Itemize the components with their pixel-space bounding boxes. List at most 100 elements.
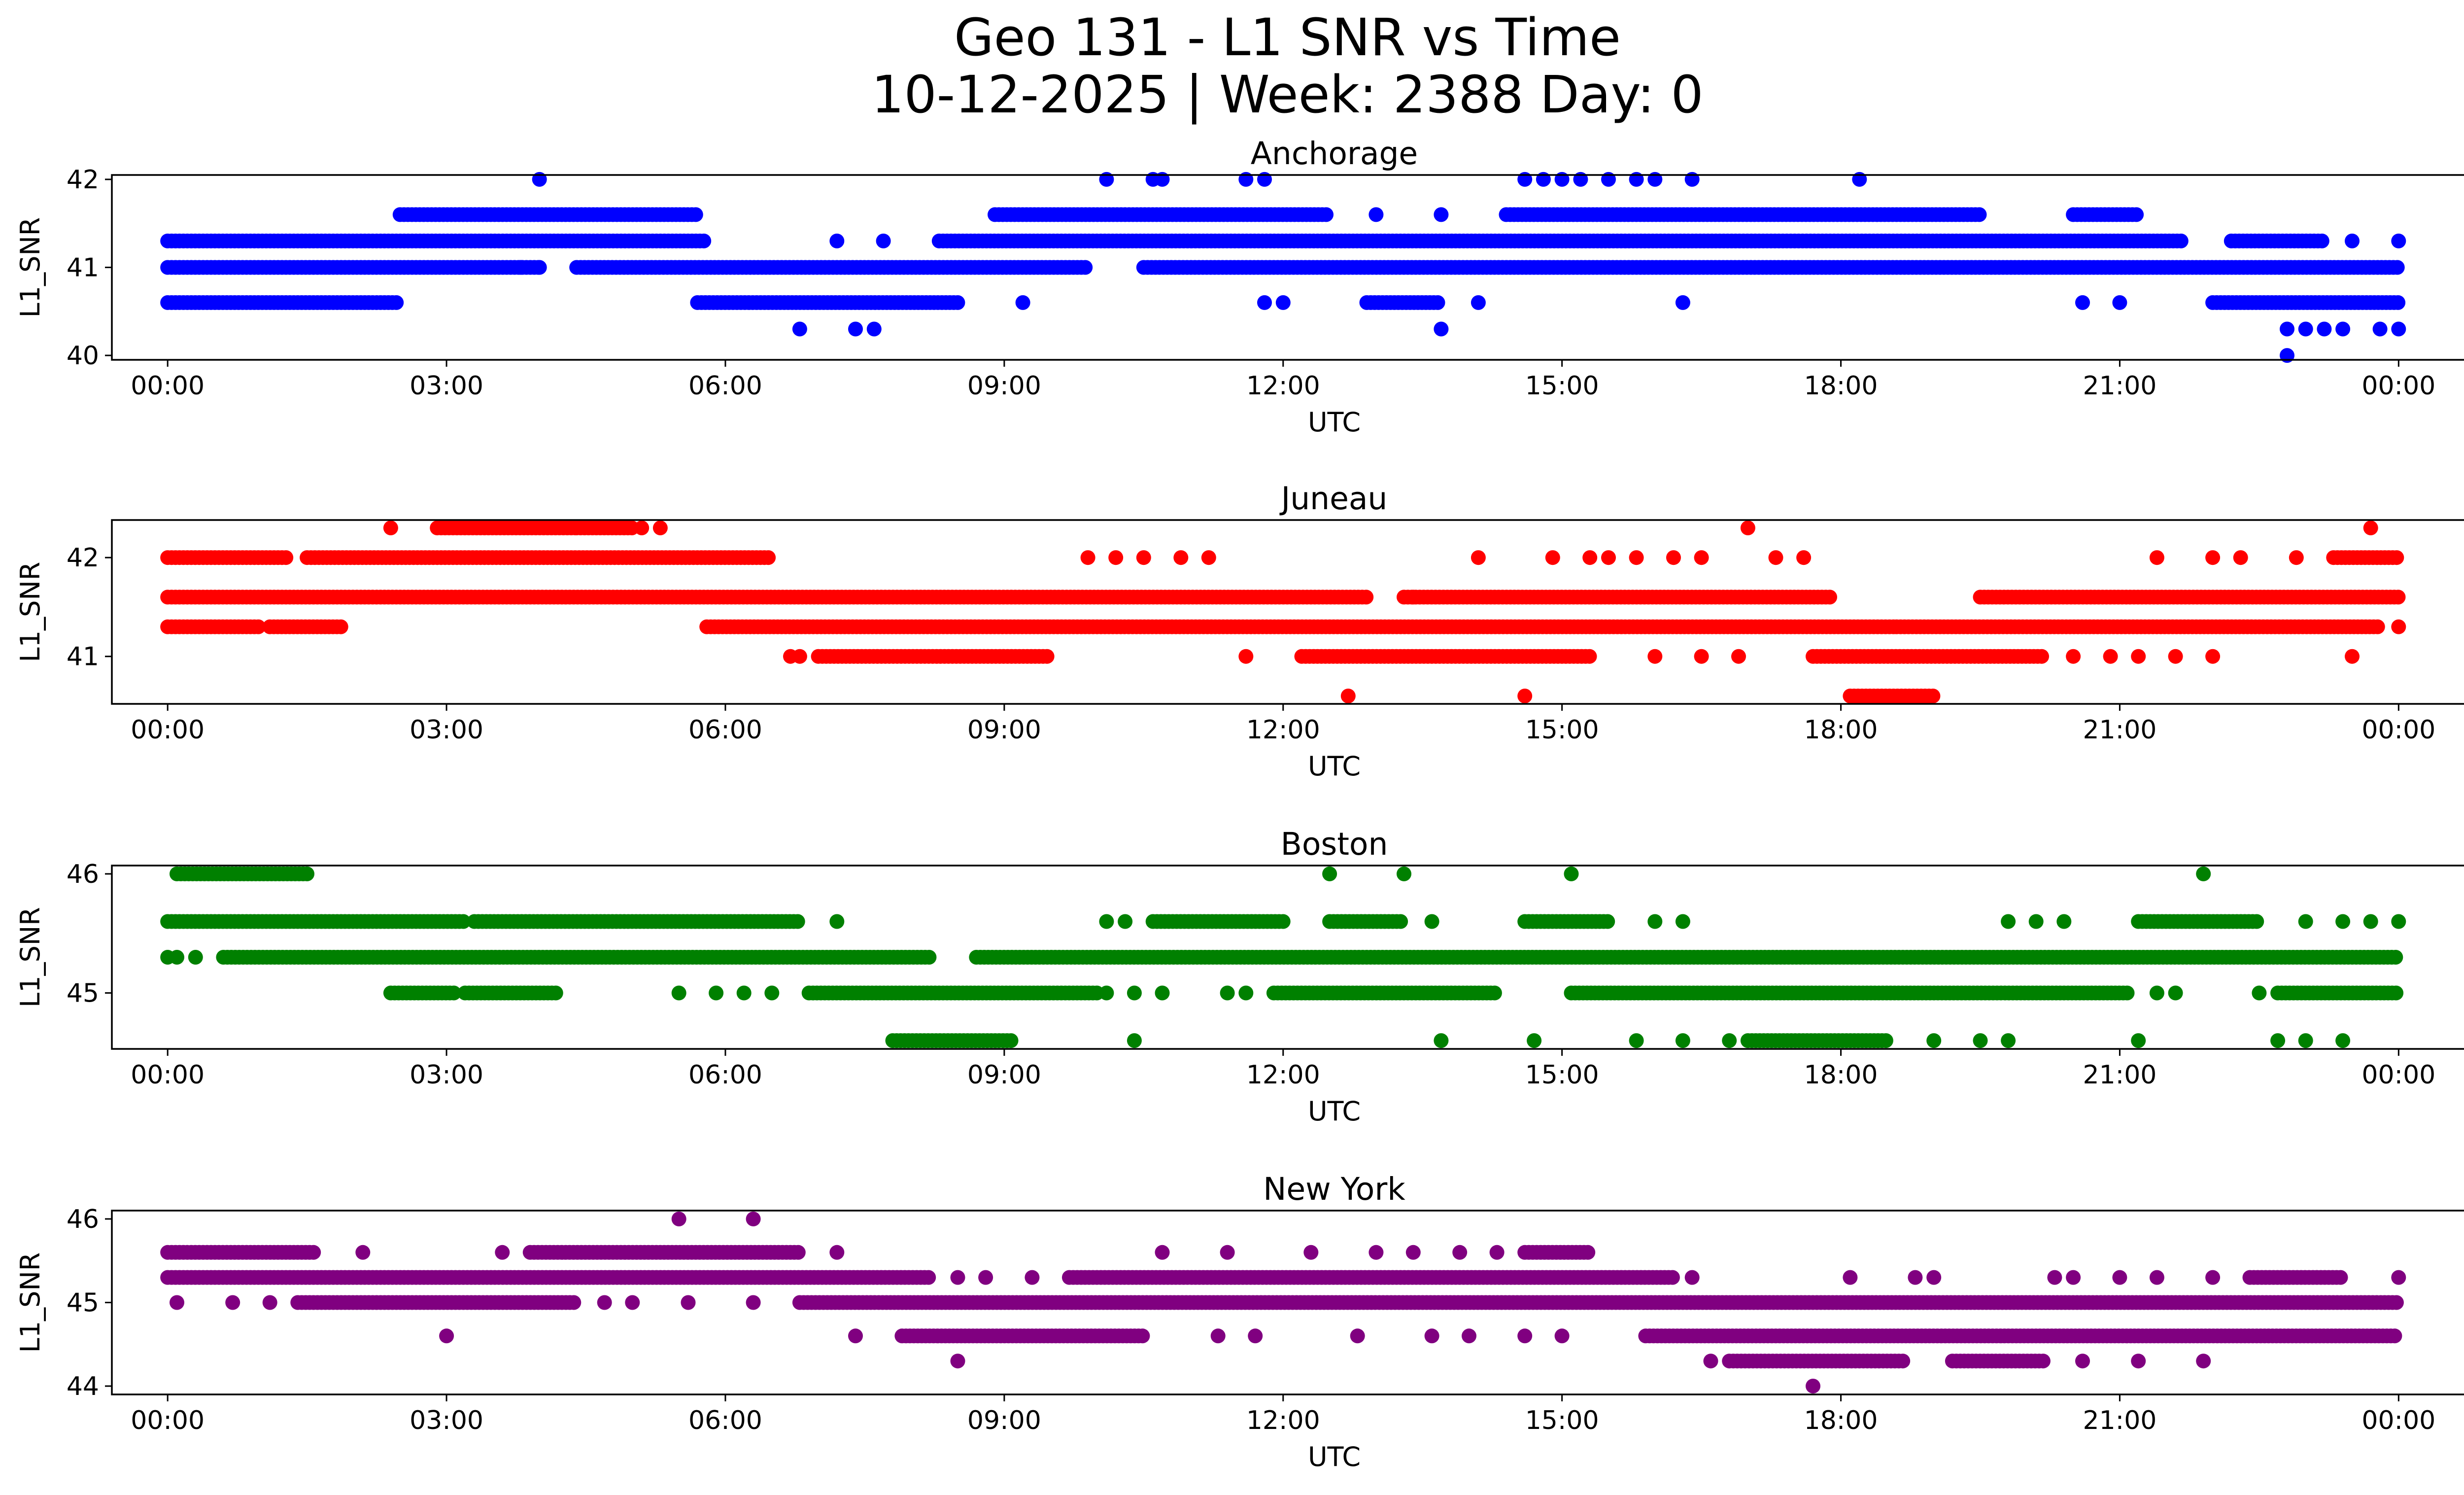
- data-point: [1173, 550, 1189, 565]
- data-point: [829, 914, 845, 929]
- data-point: [1517, 689, 1533, 703]
- data-point: [709, 985, 724, 1001]
- data-point: [1564, 866, 1579, 881]
- data-point: [1600, 914, 1615, 929]
- data-point: [1039, 649, 1055, 664]
- data-band-new-york-2: [290, 1295, 2404, 1310]
- data-point: [2391, 914, 2406, 929]
- data-point: [1238, 985, 1254, 1001]
- data-point: [2173, 233, 2189, 248]
- data-point: [2335, 1033, 2351, 1048]
- data-point: [922, 950, 937, 965]
- data-point: [1582, 649, 1597, 664]
- data-band-boston-2: [383, 985, 2404, 1001]
- data-point: [2372, 321, 2388, 337]
- data-point: [2149, 550, 2164, 565]
- data-point: [1275, 914, 1291, 929]
- data-point: [921, 1270, 936, 1285]
- x-tick-label: 09:00: [967, 371, 1041, 401]
- data-point: [2196, 866, 2211, 881]
- data-point: [2028, 914, 2044, 929]
- x-tick-label: 00:00: [2361, 715, 2435, 745]
- data-point: [1768, 550, 1783, 565]
- data-point: [2066, 649, 2081, 664]
- x-tick-label: 21:00: [2083, 371, 2157, 401]
- data-point: [1731, 649, 1746, 664]
- data-point: [1322, 866, 1337, 881]
- data-point: [306, 1245, 321, 1260]
- data-point: [1675, 914, 1690, 929]
- data-point: [1155, 985, 1170, 1001]
- subplot-title-new-york: New York: [1263, 1171, 1405, 1207]
- data-point: [2363, 521, 2378, 535]
- x-tick-label: 03:00: [410, 1060, 483, 1090]
- data-point: [300, 866, 314, 881]
- data-point: [2298, 914, 2313, 929]
- data-point: [2298, 1033, 2313, 1048]
- data-point: [2335, 321, 2351, 337]
- y-tick-label: 46: [67, 860, 99, 889]
- data-band-juneau-1: [160, 550, 2404, 565]
- data-point: [1694, 649, 1709, 664]
- data-point: [2345, 649, 2360, 664]
- data-point: [548, 985, 563, 1001]
- x-tick-label: 00:00: [131, 715, 205, 745]
- data-band-anchorage-0: [160, 260, 2405, 275]
- data-point: [2168, 985, 2183, 1001]
- data-point: [2103, 649, 2118, 664]
- x-axis-label-boston: UTC: [1308, 1096, 1361, 1127]
- data-point: [848, 321, 863, 337]
- data-point: [2390, 260, 2405, 275]
- data-point: [1675, 1033, 1690, 1048]
- axes-frame-juneau: [111, 519, 2464, 705]
- data-point: [2233, 550, 2248, 565]
- data-point: [1393, 914, 1408, 929]
- x-tick-label: 03:00: [410, 371, 483, 401]
- data-point: [1545, 550, 1560, 565]
- x-tick-label: 15:00: [1525, 1060, 1599, 1090]
- data-point: [671, 985, 686, 1001]
- data-point: [736, 985, 752, 1001]
- data-point: [2075, 295, 2090, 310]
- y-tick-label: 40: [67, 341, 99, 371]
- data-point: [1099, 985, 1114, 1001]
- data-point: [1580, 1245, 1596, 1260]
- data-point: [1722, 1033, 1737, 1048]
- data-point: [251, 619, 266, 634]
- data-point: [792, 321, 807, 337]
- data-point: [2363, 914, 2378, 929]
- subplot-title-boston: Boston: [1281, 826, 1388, 862]
- data-point: [1127, 985, 1142, 1001]
- data-point: [1926, 1033, 1942, 1048]
- x-tick-label: 03:00: [410, 715, 483, 745]
- data-point: [634, 521, 650, 535]
- data-point: [446, 985, 461, 1001]
- data-point: [792, 649, 807, 664]
- data-point: [2391, 233, 2406, 248]
- data-point: [1405, 590, 1421, 605]
- data-point: [790, 1245, 806, 1260]
- data-point: [389, 295, 404, 310]
- x-axis-label-juneau: UTC: [1308, 751, 1361, 782]
- data-point: [688, 207, 703, 222]
- data-point: [1015, 295, 1030, 310]
- data-point: [513, 260, 528, 275]
- scatter-points-juneau: [160, 521, 2406, 703]
- data-point: [1201, 550, 1216, 565]
- data-point: [2001, 1033, 2016, 1048]
- data-band-boston-4: [885, 1033, 1893, 1048]
- data-point: [1487, 985, 1502, 1001]
- data-point: [1108, 550, 1124, 565]
- data-point: [1275, 295, 1291, 310]
- data-point: [866, 321, 882, 337]
- data-point: [456, 914, 471, 929]
- data-point: [1434, 207, 1449, 222]
- data-point: [2131, 649, 2146, 664]
- data-point: [2388, 950, 2403, 965]
- x-tick-label: 06:00: [688, 371, 762, 401]
